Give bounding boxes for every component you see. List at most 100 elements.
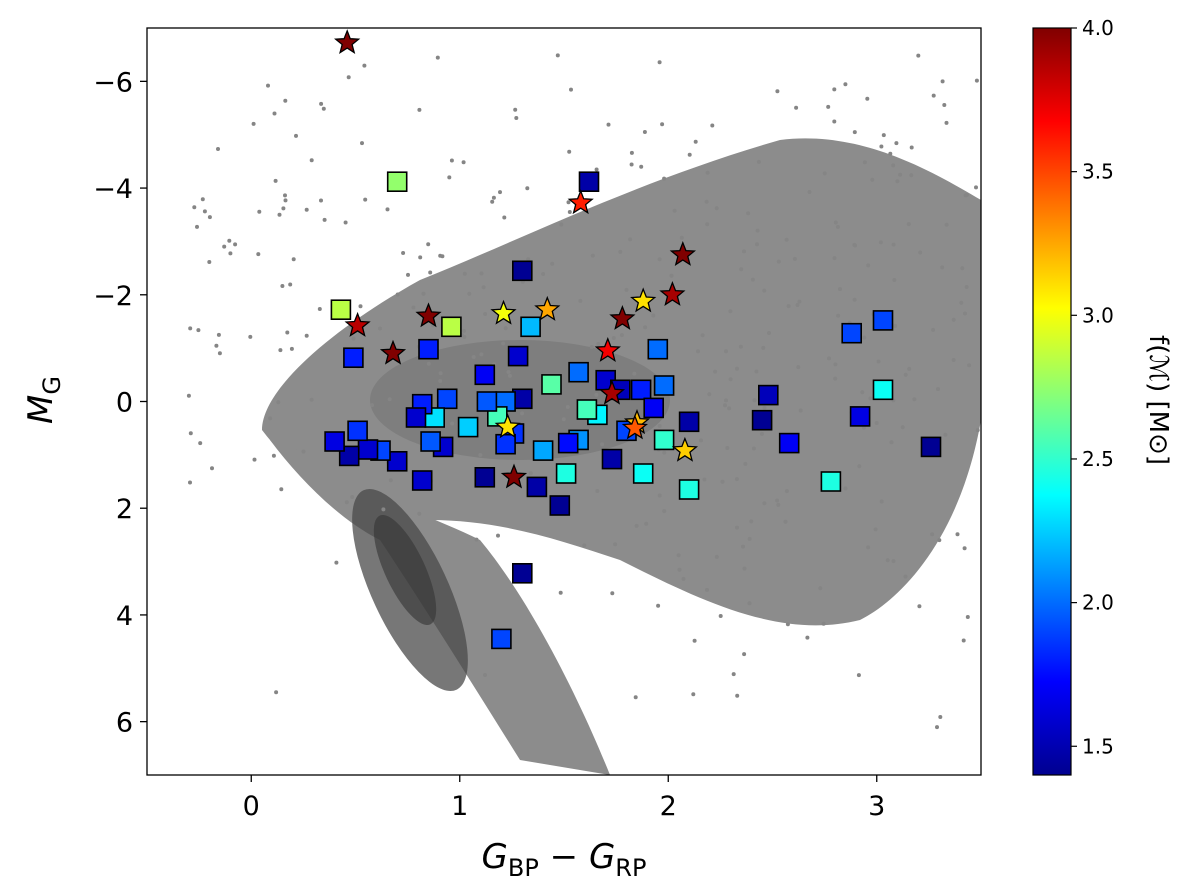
background-dot xyxy=(301,449,306,454)
square-marker xyxy=(872,310,894,331)
background-dot xyxy=(363,197,368,202)
square-marker xyxy=(411,470,433,491)
background-dot xyxy=(677,567,682,572)
background-dot xyxy=(833,362,838,367)
background-dot xyxy=(561,417,566,422)
star-marker xyxy=(534,295,561,321)
background-dot xyxy=(401,251,406,255)
background-dot xyxy=(555,53,560,58)
square-marker xyxy=(324,431,345,452)
background-dot xyxy=(662,450,667,455)
background-dot xyxy=(304,333,309,338)
background-dot xyxy=(600,442,605,447)
background-dot xyxy=(746,211,751,216)
background-dot xyxy=(714,206,719,211)
square-marker xyxy=(457,416,479,438)
background-dot xyxy=(351,336,356,341)
square-marker xyxy=(526,476,548,498)
background-dot xyxy=(725,446,730,450)
background-dot xyxy=(742,652,747,657)
background-dot xyxy=(731,672,736,677)
background-dot xyxy=(718,614,723,618)
square-marker xyxy=(541,374,562,395)
background-dot xyxy=(833,220,838,225)
background-dot xyxy=(936,387,940,392)
background-dot xyxy=(467,291,472,296)
background-dot xyxy=(672,208,677,213)
square-marker xyxy=(330,299,352,321)
background-dot xyxy=(406,272,410,277)
background-dot xyxy=(281,206,286,211)
density-ms-core-inner xyxy=(373,514,437,626)
background-dot xyxy=(818,586,823,591)
background-dot xyxy=(898,172,903,177)
background-dot xyxy=(676,553,681,558)
square-marker xyxy=(601,448,623,470)
background-dot xyxy=(836,313,841,318)
background-dot xyxy=(900,425,905,430)
background-dot xyxy=(317,307,322,311)
background-dot xyxy=(619,333,624,338)
background-dot xyxy=(188,480,192,485)
background-dot xyxy=(741,544,745,549)
background-dot xyxy=(227,238,232,243)
background-dot xyxy=(435,55,440,60)
background-dot xyxy=(710,123,715,128)
background-dot xyxy=(735,693,740,698)
y-tick-label: 4 xyxy=(116,601,133,632)
square-marker xyxy=(757,384,779,406)
background-dot xyxy=(565,405,570,409)
square-marker xyxy=(555,463,577,484)
background-dot xyxy=(567,149,572,154)
background-dot xyxy=(198,441,203,446)
background-dot xyxy=(257,209,262,214)
background-dot xyxy=(724,349,728,354)
background-dot xyxy=(228,251,233,256)
background-dot xyxy=(728,309,733,314)
background-dot xyxy=(775,498,780,503)
star-marker xyxy=(621,414,649,440)
background-dot xyxy=(700,333,705,338)
background-dot xyxy=(362,63,367,68)
star-marker xyxy=(659,281,686,306)
background-dot xyxy=(738,344,743,349)
background-dot xyxy=(705,222,710,227)
star-marker xyxy=(567,189,594,215)
square-marker xyxy=(841,322,863,344)
background-dot xyxy=(832,256,837,261)
background-dot xyxy=(723,403,727,408)
background-dot xyxy=(541,272,546,276)
background-dot xyxy=(417,511,422,516)
background-dot xyxy=(273,178,278,183)
background-dot xyxy=(610,591,615,596)
background-dot xyxy=(827,356,831,361)
background-dot xyxy=(794,105,799,110)
square-marker xyxy=(678,411,700,433)
colorbar: 1.5 2.0 2.5 3.0 3.5 4.0 xyxy=(1032,16,1114,776)
background-dot xyxy=(210,466,214,471)
background-dot xyxy=(940,265,945,270)
background-dot xyxy=(656,603,661,608)
background-dot xyxy=(662,509,667,514)
background-dot xyxy=(426,242,431,247)
background-dot xyxy=(747,536,752,541)
square-marker xyxy=(557,432,579,454)
background-dot xyxy=(761,345,766,350)
background-dot xyxy=(272,111,277,116)
colorbar-gradient xyxy=(1032,27,1072,776)
background-dot xyxy=(421,291,426,296)
background-dot xyxy=(304,207,309,212)
background-dot xyxy=(935,725,939,730)
background-dot xyxy=(940,79,945,84)
background-dot xyxy=(343,220,348,225)
background-dot xyxy=(916,53,921,58)
background-dot xyxy=(319,198,323,203)
background-dot xyxy=(569,87,573,92)
background-dot xyxy=(786,304,791,309)
background-dot xyxy=(862,335,867,340)
background-dot xyxy=(214,343,219,348)
background-dot xyxy=(679,235,684,240)
background-dot xyxy=(276,400,281,405)
background-dot xyxy=(195,224,199,229)
background-dot xyxy=(309,158,314,163)
